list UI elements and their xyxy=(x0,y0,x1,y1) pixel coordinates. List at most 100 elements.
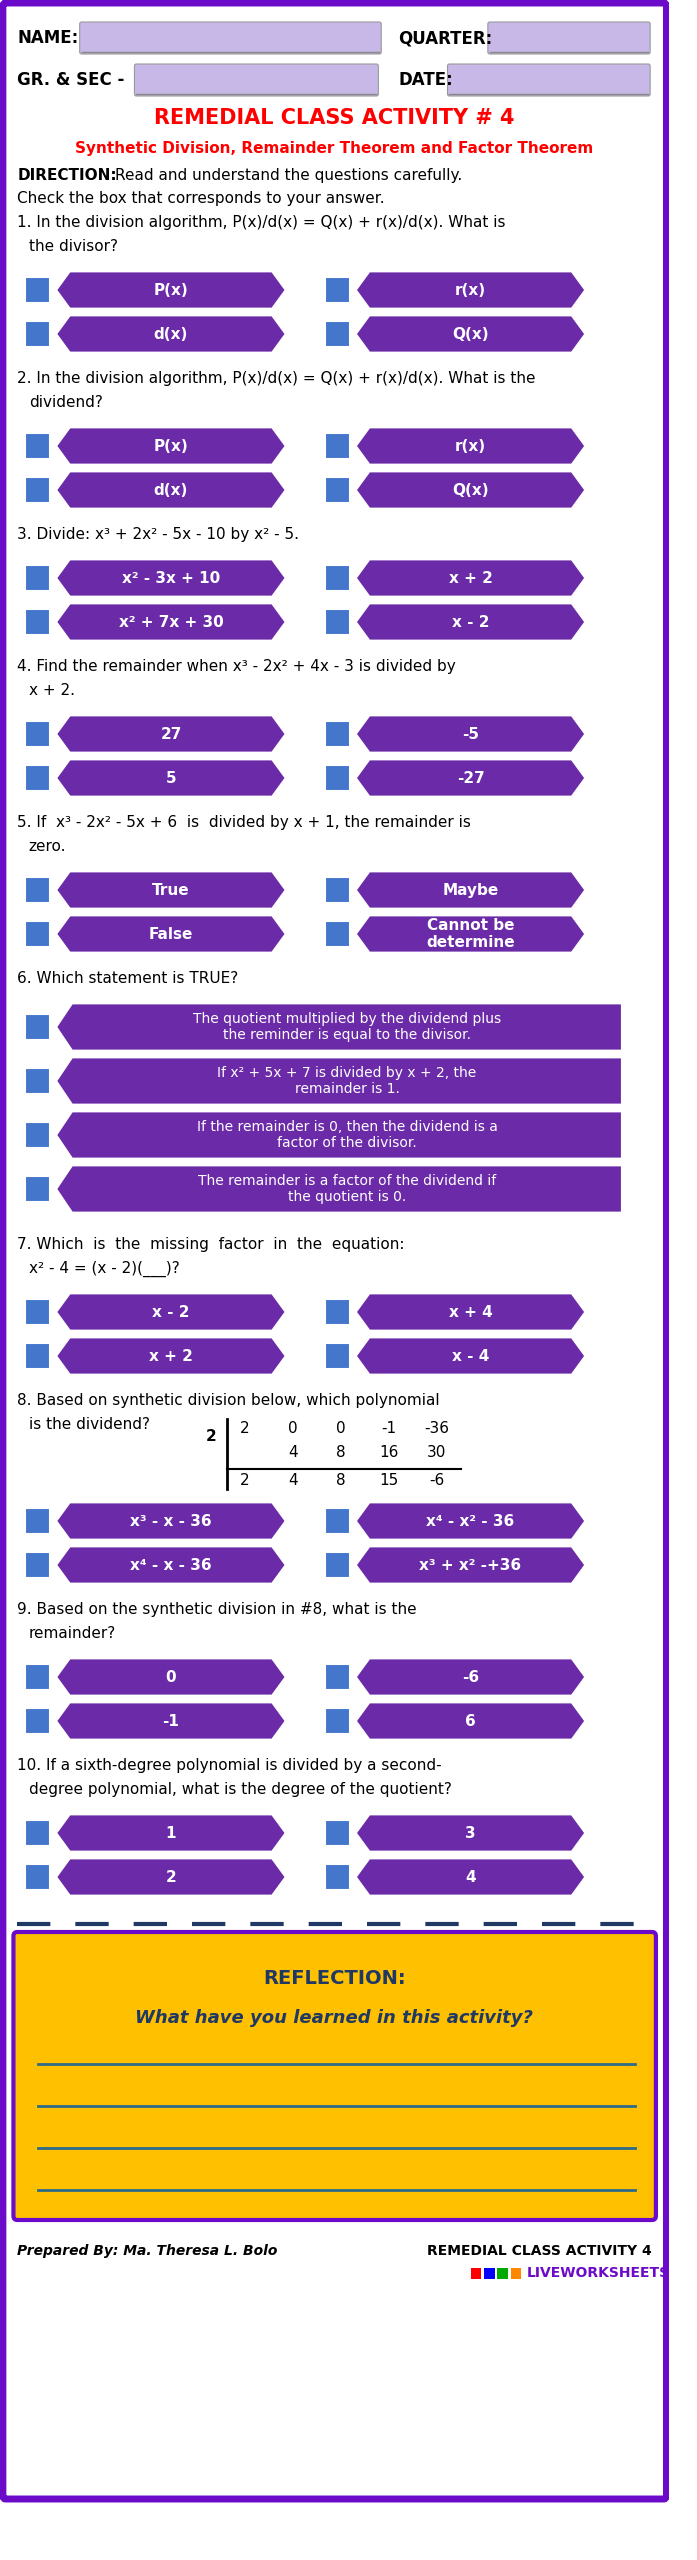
Bar xyxy=(325,1508,350,1533)
Bar xyxy=(325,878,350,904)
Text: x⁴ - x - 36: x⁴ - x - 36 xyxy=(130,1556,212,1572)
Text: the divisor?: the divisor? xyxy=(29,238,118,253)
Bar xyxy=(325,566,350,591)
Bar xyxy=(325,1708,350,1733)
Polygon shape xyxy=(56,714,286,753)
Text: -27: -27 xyxy=(457,771,484,786)
Text: True: True xyxy=(152,883,190,899)
Bar xyxy=(325,1551,350,1577)
Bar xyxy=(325,609,350,635)
Text: 8: 8 xyxy=(336,1444,346,1459)
Text: False: False xyxy=(148,927,193,942)
Text: 8: 8 xyxy=(336,1472,346,1487)
Text: Cannot be
determine: Cannot be determine xyxy=(427,919,515,950)
Text: The quotient multiplied by the dividend plus
the reminder is equal to the diviso: The quotient multiplied by the dividend … xyxy=(193,1011,501,1042)
Text: -6: -6 xyxy=(462,1669,479,1684)
Bar xyxy=(25,1508,50,1533)
Text: 10. If a sixth-degree polynomial is divided by a second-: 10. If a sixth-degree polynomial is divi… xyxy=(17,1759,442,1774)
Text: 6: 6 xyxy=(465,1713,476,1728)
Text: Maybe: Maybe xyxy=(443,883,498,899)
Polygon shape xyxy=(355,315,585,353)
Bar xyxy=(25,1820,50,1846)
Text: REMEDIAL CLASS ACTIVITY # 4: REMEDIAL CLASS ACTIVITY # 4 xyxy=(154,108,514,128)
Text: x² - 3x + 10: x² - 3x + 10 xyxy=(122,571,220,586)
FancyBboxPatch shape xyxy=(488,23,650,54)
Text: -5: -5 xyxy=(462,727,479,742)
Bar xyxy=(25,922,50,947)
Bar xyxy=(25,1014,50,1039)
Polygon shape xyxy=(355,1293,585,1331)
Bar xyxy=(325,1344,350,1370)
Text: x - 4: x - 4 xyxy=(452,1349,489,1364)
Polygon shape xyxy=(56,604,286,640)
Polygon shape xyxy=(56,1859,286,1897)
Polygon shape xyxy=(56,1546,286,1585)
Polygon shape xyxy=(56,1702,286,1741)
Polygon shape xyxy=(355,471,585,509)
Text: x - 2: x - 2 xyxy=(152,1306,190,1318)
Bar xyxy=(325,722,350,748)
Text: x + 2: x + 2 xyxy=(449,571,493,586)
Bar xyxy=(25,1551,50,1577)
Text: x³ + x² -+36: x³ + x² -+36 xyxy=(420,1556,521,1572)
Polygon shape xyxy=(56,914,286,952)
Bar xyxy=(325,476,350,502)
Polygon shape xyxy=(56,758,286,796)
Text: GR. & SEC -: GR. & SEC - xyxy=(17,72,125,90)
Polygon shape xyxy=(56,1057,622,1106)
Text: 3. Divide: x³ + 2x² - 5x - 10 by x² - 5.: 3. Divide: x³ + 2x² - 5x - 10 by x² - 5. xyxy=(17,527,299,543)
Bar xyxy=(325,765,350,791)
Text: 4. Find the remainder when x³ - 2x² + 4x - 3 is divided by: 4. Find the remainder when x³ - 2x² + 4x… xyxy=(17,658,456,673)
Text: 27: 27 xyxy=(160,727,182,742)
Bar xyxy=(484,2268,495,2278)
Polygon shape xyxy=(56,271,286,310)
Text: x - 2: x - 2 xyxy=(452,614,489,630)
Bar xyxy=(25,1175,50,1203)
Polygon shape xyxy=(56,1503,286,1541)
Polygon shape xyxy=(56,1004,622,1052)
Text: 15: 15 xyxy=(379,1472,399,1487)
Polygon shape xyxy=(355,604,585,640)
Polygon shape xyxy=(355,758,585,796)
Text: 30: 30 xyxy=(427,1444,447,1459)
Text: x⁴ - x² - 36: x⁴ - x² - 36 xyxy=(427,1513,514,1528)
Polygon shape xyxy=(56,471,286,509)
FancyBboxPatch shape xyxy=(135,64,378,97)
Text: DATE:: DATE: xyxy=(399,72,453,90)
Polygon shape xyxy=(56,1815,286,1851)
Text: 2: 2 xyxy=(206,1428,217,1444)
Text: 5. If  x³ - 2x² - 5x + 6  is  divided by x + 1, the remainder is: 5. If x³ - 2x² - 5x + 6 is divided by x … xyxy=(17,814,471,829)
Text: P(x): P(x) xyxy=(153,438,188,453)
Bar xyxy=(25,276,50,302)
Text: 5: 5 xyxy=(166,771,176,786)
Polygon shape xyxy=(355,1659,585,1697)
Text: LIVEWORKSHEETS: LIVEWORKSHEETS xyxy=(526,2266,669,2281)
Bar xyxy=(25,1068,50,1093)
Text: -36: -36 xyxy=(424,1421,450,1436)
Bar xyxy=(325,1864,350,1889)
Text: QUARTER:: QUARTER: xyxy=(399,28,493,46)
Text: Check the box that corresponds to your answer.: Check the box that corresponds to your a… xyxy=(17,189,385,205)
Bar xyxy=(325,1820,350,1846)
Bar xyxy=(25,1121,50,1147)
Text: -6: -6 xyxy=(429,1472,445,1487)
Text: The remainder is a factor of the dividend if
the quotient is 0.: The remainder is a factor of the dividen… xyxy=(198,1175,496,1203)
Bar xyxy=(25,1864,50,1889)
Text: Read and understand the questions carefully.: Read and understand the questions carefu… xyxy=(115,166,463,182)
Polygon shape xyxy=(56,1111,622,1160)
Bar xyxy=(25,320,50,348)
Polygon shape xyxy=(355,271,585,310)
Bar xyxy=(25,1344,50,1370)
Text: dividend?: dividend? xyxy=(29,394,102,410)
Bar xyxy=(511,2268,521,2278)
Polygon shape xyxy=(355,914,585,952)
Polygon shape xyxy=(56,428,286,466)
Text: remainder?: remainder? xyxy=(29,1626,116,1641)
Text: 4: 4 xyxy=(288,1472,298,1487)
Bar xyxy=(325,433,350,458)
FancyBboxPatch shape xyxy=(3,3,666,2499)
Text: 2: 2 xyxy=(240,1421,250,1436)
Bar xyxy=(325,320,350,348)
Polygon shape xyxy=(355,1503,585,1541)
Polygon shape xyxy=(56,1165,622,1213)
